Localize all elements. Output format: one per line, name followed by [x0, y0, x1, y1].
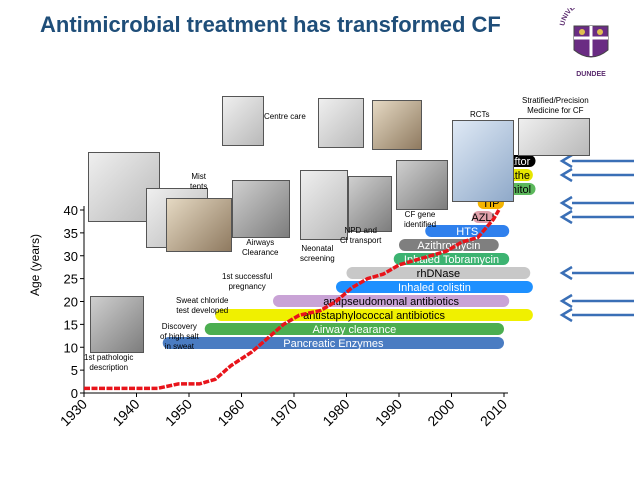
- treatment-arrow-head: [559, 195, 573, 211]
- x-tick-label: 1930: [57, 396, 90, 429]
- cf-gene-photo: [396, 160, 448, 210]
- treatment-arrow-head: [559, 167, 573, 183]
- caption-first-pathologic: 1st pathologic description: [84, 353, 134, 372]
- treatment-label: antipseudomonal antibiotics: [323, 296, 459, 308]
- y-tick-label: 30: [64, 249, 78, 264]
- caption-npd: NPD and Cl transport: [340, 226, 382, 245]
- treatment-bar: [472, 211, 494, 223]
- caption-first-pregnancy: 1st successful pregnancy: [222, 272, 273, 291]
- treatment-label: rhDNase: [417, 268, 460, 280]
- logo-line2: DUNDEE: [576, 71, 606, 78]
- portrait-photo-pathologist: [90, 296, 144, 353]
- treatment-arrow-head: [559, 307, 573, 323]
- y-axis-label: Age (years): [28, 233, 42, 296]
- treatment-label: AZLI: [471, 212, 494, 224]
- y-tick-label: 10: [64, 340, 78, 355]
- treatment-label: Inhaled Tobramycin: [404, 254, 499, 266]
- centre-care-photo-1: [318, 98, 364, 148]
- x-tick-label: 2010: [477, 396, 510, 429]
- portrait-photo-centre-care: [222, 96, 264, 146]
- caption-airways-clearance: Airways Clearance: [242, 238, 279, 257]
- treatment-bar: [346, 267, 531, 279]
- x-tick-label: 1940: [109, 396, 142, 429]
- treatment-bar: [425, 225, 510, 237]
- centre-care-photo-2: [372, 100, 422, 150]
- caption-neonatal: Neonatal screening: [300, 244, 335, 263]
- y-tick-label: 20: [64, 295, 78, 310]
- stratified-medicine-photo: [518, 118, 590, 156]
- treatment-bar: [393, 253, 510, 265]
- mist-tent-photo: [166, 198, 232, 252]
- y-tick-label: 40: [64, 203, 78, 218]
- caption-stratified: Stratified/Precision Medicine for CF: [522, 96, 589, 115]
- treatment-bar: [162, 337, 504, 349]
- caption-rcts: RCTs: [470, 110, 490, 119]
- treatment-arrow-head: [559, 293, 573, 309]
- treatment-label: Inhaled colistin: [398, 282, 471, 294]
- caption-centre-care: Centre care: [264, 112, 306, 121]
- y-tick-label: 0: [71, 386, 78, 401]
- university-logo: UNIVERSITY OF DUNDEE: [559, 8, 608, 78]
- treatment-label: HTS: [456, 226, 478, 238]
- y-tick-label: 15: [64, 317, 78, 332]
- neonatal-screening-photo: [300, 170, 348, 240]
- treatment-bar: [204, 323, 504, 335]
- treatment-arrow-head: [559, 153, 573, 169]
- rcts-photo: [452, 120, 514, 202]
- x-tick-label: 2000: [424, 396, 457, 429]
- npd-photo: [348, 176, 392, 232]
- caption-mist-tents: Mist tents: [190, 172, 208, 191]
- x-tick-label: 1980: [319, 396, 352, 429]
- airways-clearance-photo: [232, 180, 290, 238]
- treatment-arrow-head: [559, 209, 573, 225]
- treatment-label: Airway clearance: [312, 324, 396, 336]
- treatment-label: antistaphylococcal antibiotics: [303, 310, 445, 322]
- y-tick-label: 5: [71, 363, 78, 378]
- x-tick-label: 1970: [267, 396, 300, 429]
- page-title: Antimicrobial treatment has transformed …: [40, 12, 501, 37]
- logo-line1: UNIVERSITY OF: [559, 8, 608, 27]
- treatment-bar: [399, 239, 499, 251]
- treatment-arrow-head: [559, 265, 573, 281]
- caption-discovery: Discovery of high salt in sweat: [160, 322, 199, 351]
- treatment-bar: [336, 281, 533, 293]
- y-tick-label: 25: [64, 272, 78, 287]
- caption-sweat-test: Sweat chloride test developed: [176, 296, 229, 315]
- treatment-label: Pancreatic Enzymes: [283, 338, 384, 350]
- caption-cf-gene: CF gene identified: [404, 210, 437, 229]
- y-tick-label: 35: [64, 226, 78, 241]
- x-tick-label: 1990: [372, 396, 405, 429]
- treatment-label: Azithromycin: [417, 240, 480, 252]
- x-tick-label: 1950: [162, 396, 195, 429]
- x-tick-label: 1960: [214, 396, 247, 429]
